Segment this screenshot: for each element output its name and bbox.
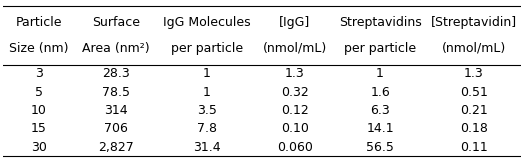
Text: 0.060: 0.060 xyxy=(277,141,313,154)
Text: Particle: Particle xyxy=(15,16,62,29)
Text: 5: 5 xyxy=(35,86,43,99)
Text: Area (nm²): Area (nm²) xyxy=(82,42,149,55)
Text: (nmol/mL): (nmol/mL) xyxy=(262,42,327,55)
Text: 0.32: 0.32 xyxy=(281,86,309,99)
Text: 56.5: 56.5 xyxy=(366,141,394,154)
Text: [IgG]: [IgG] xyxy=(279,16,310,29)
Text: 6.3: 6.3 xyxy=(370,104,390,117)
Text: 1.3: 1.3 xyxy=(285,67,305,80)
Text: Surface: Surface xyxy=(92,16,140,29)
Text: 314: 314 xyxy=(104,104,128,117)
Text: 1: 1 xyxy=(203,67,211,80)
Text: 3: 3 xyxy=(35,67,43,80)
Text: (nmol/mL): (nmol/mL) xyxy=(441,42,506,55)
Text: 15: 15 xyxy=(31,122,46,135)
Text: per particle: per particle xyxy=(171,42,243,55)
Text: 0.51: 0.51 xyxy=(460,86,488,99)
Text: 0.11: 0.11 xyxy=(460,141,488,154)
Text: 31.4: 31.4 xyxy=(193,141,220,154)
Text: 2,827: 2,827 xyxy=(98,141,134,154)
Text: 78.5: 78.5 xyxy=(102,86,130,99)
Text: Streptavidins: Streptavidins xyxy=(339,16,421,29)
Text: 0.12: 0.12 xyxy=(281,104,309,117)
Text: 28.3: 28.3 xyxy=(102,67,129,80)
Text: 0.10: 0.10 xyxy=(281,122,309,135)
Text: 1: 1 xyxy=(376,67,384,80)
Text: [Streptavidin]: [Streptavidin] xyxy=(431,16,517,29)
Text: 1.6: 1.6 xyxy=(370,86,390,99)
Text: 0.21: 0.21 xyxy=(460,104,488,117)
Text: Size (nm): Size (nm) xyxy=(9,42,69,55)
Text: 1.3: 1.3 xyxy=(464,67,484,80)
Text: 706: 706 xyxy=(104,122,128,135)
Text: 30: 30 xyxy=(31,141,46,154)
Text: per particle: per particle xyxy=(344,42,416,55)
Text: 1: 1 xyxy=(203,86,211,99)
Text: 3.5: 3.5 xyxy=(197,104,216,117)
Text: 7.8: 7.8 xyxy=(196,122,216,135)
Text: IgG Molecules: IgG Molecules xyxy=(163,16,250,29)
Text: 14.1: 14.1 xyxy=(366,122,394,135)
Text: 0.18: 0.18 xyxy=(460,122,488,135)
Text: 10: 10 xyxy=(31,104,46,117)
